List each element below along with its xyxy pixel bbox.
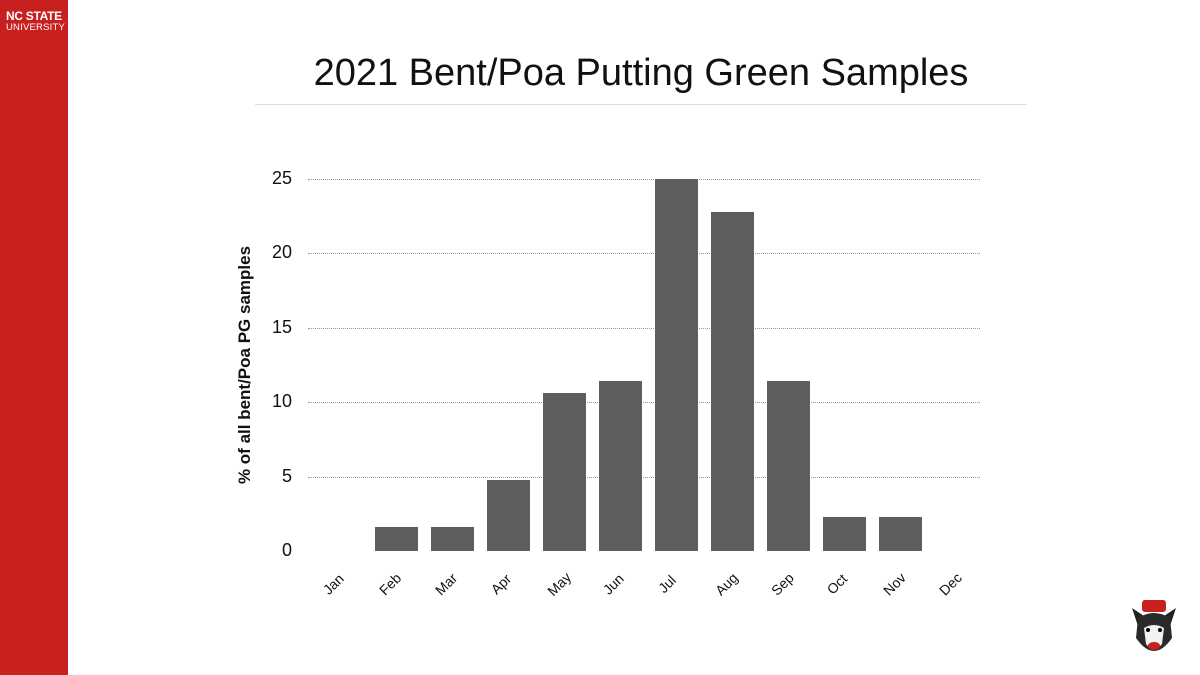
x-tick-label: Jul [654,572,679,596]
bar-sep [767,381,810,551]
x-tick-label: Mar [431,569,461,599]
gridline [308,327,980,329]
plot-area [308,179,980,551]
x-tick-label: Aug [711,569,741,599]
y-tick-label: 0 [281,540,292,560]
chart-title: 2021 Bent/Poa Putting Green Samples [313,52,969,94]
bar-jun [599,381,642,551]
bar-oct [823,516,866,551]
x-tick-label: Feb [375,569,405,599]
x-tick-label: Oct [823,570,851,598]
x-tick-label: Jun [599,570,627,598]
x-tick-label: May [544,568,575,600]
gridline [308,402,980,404]
bar-may [543,393,586,551]
x-tick-label: Dec [935,569,965,599]
bar-mar [431,527,474,551]
ncstate-logo: NC STATE UNIVERSITY [6,10,65,33]
bar-apr [487,479,530,551]
logo-line2: UNIVERSITY [6,22,66,33]
x-tick-label: Apr [487,570,515,598]
wolf-mascot-icon [1132,600,1176,651]
brand-sidebar: NC STATE UNIVERSITY [0,0,68,675]
gridline [308,179,980,180]
bar-aug [711,211,754,551]
bar-nov [879,516,922,551]
gridline [308,253,980,255]
y-axis-label: % of all bent/Poa PG samples [235,245,254,485]
y-tick-label: 20 [271,242,292,263]
y-tick-label: 10 [271,391,292,412]
x-tick-label: Jan [319,570,347,598]
x-tick-label: Nov [879,569,909,599]
bar-feb [375,527,418,551]
y-tick-label: 25 [271,168,292,188]
y-tick-label: 5 [281,465,292,486]
logo-line1: NC STATE [6,9,62,23]
bar-jul [655,179,698,551]
title-divider [255,104,1027,105]
gridline [308,476,980,478]
x-tick-label: Sep [767,569,797,599]
y-tick-label: 15 [271,316,292,337]
